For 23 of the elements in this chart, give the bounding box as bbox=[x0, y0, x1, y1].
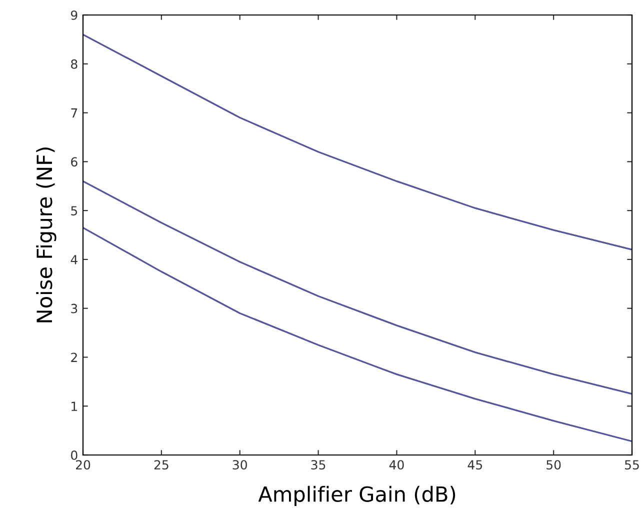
y-tick-label: 6 bbox=[71, 157, 78, 167]
x-tick-label: 25 bbox=[154, 460, 168, 470]
y-tick-label: 0 bbox=[71, 450, 78, 460]
x-tick-label: 50 bbox=[546, 460, 561, 470]
y-tick-label: 8 bbox=[71, 59, 78, 69]
line-series bbox=[83, 34, 632, 250]
y-tick-label: 7 bbox=[71, 108, 78, 118]
x-tick-label: 45 bbox=[468, 460, 482, 470]
x-tick-label: 20 bbox=[76, 460, 90, 470]
line-series bbox=[83, 180, 632, 395]
x-tick-label: 40 bbox=[389, 460, 404, 470]
x-axis-title: Amplifier Gain (dB) bbox=[258, 486, 456, 506]
x-tick-label: 30 bbox=[232, 460, 247, 470]
y-tick-label: 5 bbox=[71, 206, 78, 216]
x-tick-label: 55 bbox=[625, 460, 639, 470]
y-tick-label: 1 bbox=[72, 402, 77, 411]
y-tick-label: 3 bbox=[71, 304, 78, 314]
y-tick-label: 2 bbox=[71, 352, 77, 362]
y-tick-label: 4 bbox=[70, 255, 78, 264]
y-axis-title: Noise Figure (NF) bbox=[36, 148, 56, 322]
line-series bbox=[83, 226, 632, 442]
y-tick-label: 9 bbox=[70, 10, 78, 20]
x-tick-label: 35 bbox=[311, 460, 326, 470]
